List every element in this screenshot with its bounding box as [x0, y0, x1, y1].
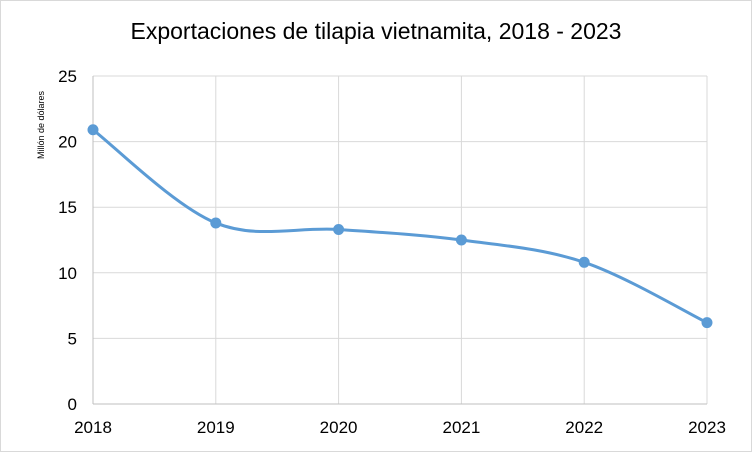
data-point [333, 224, 345, 236]
y-tick-label: 0 [68, 395, 77, 414]
y-tick-label: 5 [68, 329, 77, 348]
data-point [701, 317, 713, 329]
tick-labels: 0 5 10 15 20 25 2018 2019 2020 2021 2022 2023 [58, 67, 726, 437]
data-point [87, 124, 99, 136]
y-axis-label: Millón de dólares [36, 90, 46, 159]
chart-title: Exportaciones de tilapia vietnamita, 201… [130, 18, 622, 44]
grid-lines [93, 75, 708, 404]
data-point [578, 256, 590, 268]
x-tick-label: 2019 [197, 418, 235, 437]
y-tick-label: 20 [58, 133, 77, 152]
y-tick-label: 15 [58, 198, 77, 217]
x-tick-label: 2021 [442, 418, 480, 437]
data-point [455, 234, 467, 246]
x-tick-label: 2022 [565, 418, 603, 437]
x-tick-label: 2023 [688, 418, 726, 437]
x-tick-label: 2018 [74, 418, 112, 437]
x-tick-label: 2020 [320, 418, 358, 437]
y-tick-label: 25 [58, 67, 77, 86]
data-point [210, 217, 222, 229]
axes [92, 76, 707, 405]
series-line [91, 128, 709, 325]
y-tick-label: 10 [58, 264, 77, 283]
series-layer [87, 124, 713, 329]
